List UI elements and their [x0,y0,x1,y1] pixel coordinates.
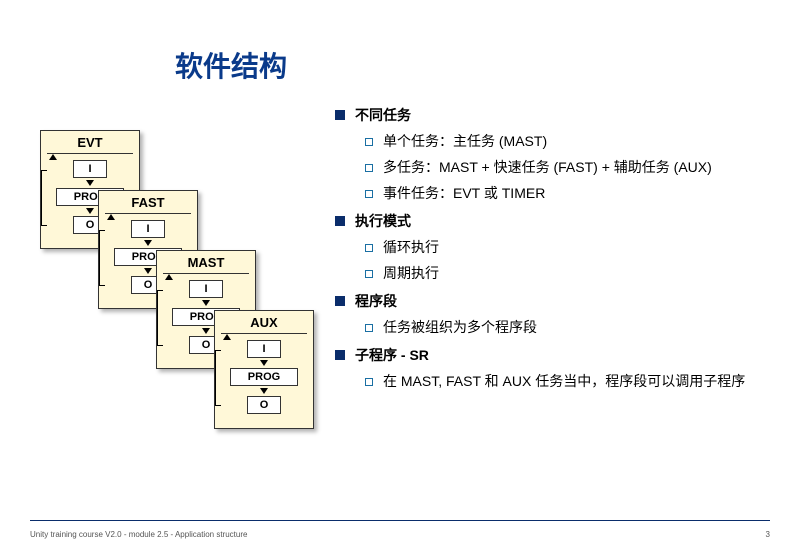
bullet-label: 执行模式 [355,211,411,231]
arrow-down-icon [202,300,210,306]
bullet-open-square-icon [365,190,373,198]
flow-cell: I [131,220,165,238]
footer-page-number: 3 [766,530,770,539]
bullet-open-square-icon [365,244,373,252]
task-box-title: FAST [105,195,191,214]
bullet-level2: 事件任务：EVT 或 TIMER [365,183,780,203]
arrow-down-icon [144,268,152,274]
task-diagram: EVTIPROGOFASTIPROGOMASTIPROGOAUXIPROGO [40,130,330,470]
bullet-text: 事件任务：EVT 或 TIMER [383,183,545,203]
bullet-level2: 多任务：MAST + 快速任务 (FAST) + 辅助任务 (AUX) [365,157,780,177]
bullet-open-square-icon [365,324,373,332]
bullet-level1: 执行模式循环执行周期执行 [335,211,780,283]
bullet-open-square-icon [365,270,373,278]
bullet-level2: 单个任务：主任务 (MAST) [365,131,780,151]
bullet-level2: 任务被组织为多个程序段 [365,317,780,337]
arrow-down-icon [86,208,94,214]
bullet-square-icon [335,350,345,360]
bullet-text: 周期执行 [383,263,439,283]
flow-cell: I [189,280,223,298]
bullet-open-square-icon [365,164,373,172]
bullet-text: 多任务：MAST + 快速任务 (FAST) + 辅助任务 (AUX) [383,157,712,177]
arrow-down-icon [144,240,152,246]
bullet-open-square-icon [365,378,373,386]
bullet-list: 不同任务单个任务：主任务 (MAST) 多任务：MAST + 快速任务 (FAST… [335,105,780,399]
bullet-level1: 不同任务单个任务：主任务 (MAST) 多任务：MAST + 快速任务 (FAST… [335,105,780,203]
bullet-square-icon [335,216,345,226]
bullet-label: 不同任务 [355,105,411,125]
bullet-label: 子程序 - SR [355,345,429,365]
bullet-level1: 程序段任务被组织为多个程序段 [335,291,780,337]
flow-cell: I [73,160,107,178]
arrow-down-icon [260,388,268,394]
bullet-text: 单个任务：主任务 (MAST) [383,131,547,151]
bullet-text: 循环执行 [383,237,439,257]
bullet-level2: 在 MAST, FAST 和 AUX 任务当中，程序段可以调用子程序 [365,371,780,391]
arrow-down-icon [86,180,94,186]
bullet-label: 程序段 [355,291,397,311]
bullet-text: 任务被组织为多个程序段 [383,317,537,337]
bullet-level2: 周期执行 [365,263,780,283]
arrow-down-icon [202,328,210,334]
bullet-level1: 子程序 - SR 在 MAST, FAST 和 AUX 任务当中，程序段可以调用子… [335,345,780,391]
task-box-title: EVT [47,135,133,154]
bullet-open-square-icon [365,138,373,146]
flow-cell: I [247,340,281,358]
task-box-title: MAST [163,255,249,274]
arrow-down-icon [260,360,268,366]
footer-divider [30,520,770,521]
bullet-text: 在 MAST, FAST 和 AUX 任务当中，程序段可以调用子程序 [383,371,745,391]
task-box-title: AUX [221,315,307,334]
task-box-aux: AUX I PROG O [214,310,314,429]
bullet-square-icon [335,110,345,120]
bullet-level2: 循环执行 [365,237,780,257]
flow-cell: PROG [230,368,298,386]
footer-text: Unity training course V2.0 - module 2.5 … [30,530,247,539]
bullet-square-icon [335,296,345,306]
page-title: 软件结构 [175,45,287,85]
flow-cell: O [247,396,281,414]
task-flow: I PROG O [221,340,307,414]
